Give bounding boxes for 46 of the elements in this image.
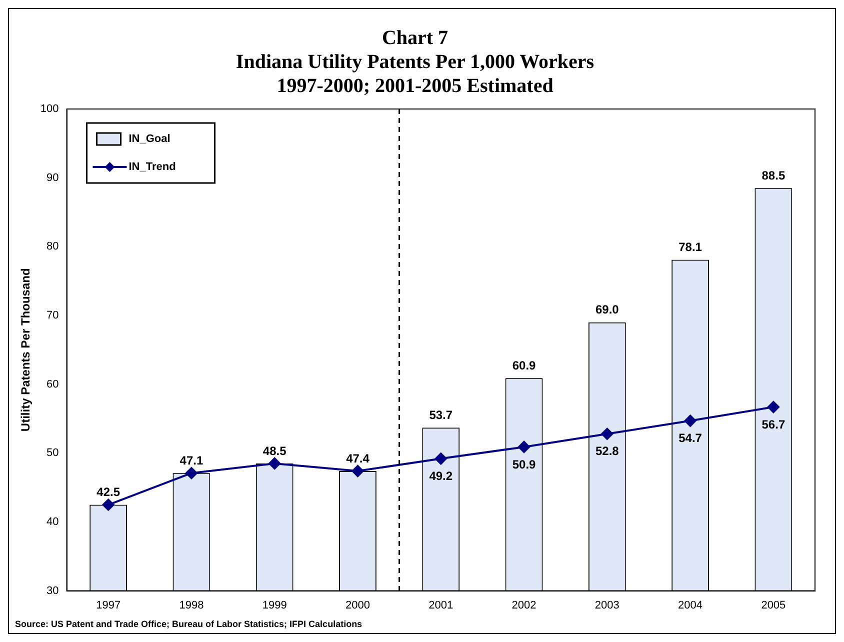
data-label: 42.5 [96, 485, 120, 500]
source-note: Source: US Patent and Trade Office; Bureau of Labor Statistics; IFPI Calculations [15, 618, 362, 629]
x-tick-label: 2002 [512, 599, 536, 612]
x-tick-label: 1999 [262, 599, 287, 612]
y-tick-label: 100 [40, 103, 59, 116]
y-tick-label: 50 [46, 447, 59, 460]
point [434, 452, 447, 465]
y-axis-title: Utility Patents Per Thousand [18, 268, 33, 432]
point [268, 457, 281, 470]
point [102, 498, 114, 511]
y-tick-label: 30 [46, 584, 59, 597]
point [767, 401, 780, 414]
point [684, 414, 696, 427]
data-label: 56.7 [762, 417, 786, 432]
data-label: 88.5 [762, 168, 786, 182]
legend-label: IN_Goal [128, 133, 170, 146]
y-tick-label: 70 [46, 310, 59, 322]
point [518, 440, 530, 453]
data-label: 47.1 [180, 453, 204, 468]
chart-title: Chart 7 [382, 27, 448, 50]
data-label: 47.4 [346, 451, 370, 466]
point [352, 465, 364, 478]
data-label: 78.1 [678, 240, 702, 254]
x-tick-label: 2003 [594, 599, 620, 612]
x-tick-label: 1997 [96, 599, 121, 612]
y-tick-label: 60 [46, 378, 59, 390]
y-tick-label: 80 [46, 240, 59, 253]
point [601, 428, 614, 440]
data-label: 54.7 [678, 431, 702, 446]
data-label: 48.5 [262, 444, 287, 458]
y-tick-label: 40 [46, 516, 59, 528]
y-tick-label: 90 [46, 172, 59, 184]
x-tick-label: 2005 [761, 599, 786, 612]
chart-subtitle: Indiana Utility Patents Per 1,000 Workers 1997-2000; 2001-2005 Estimated [236, 51, 594, 98]
x-tick-label: 2004 [678, 599, 703, 612]
x-tick-label: 2001 [428, 599, 454, 612]
data-label: 60.9 [512, 358, 536, 372]
data-label: 53.7 [429, 408, 453, 422]
data-label: 52.8 [595, 444, 620, 458]
data-label: 50.9 [512, 457, 536, 472]
x-tick-label: 1998 [179, 599, 204, 612]
legend-label: IN_Trend [128, 161, 176, 174]
data-label: 49.2 [429, 468, 453, 483]
data-label: 69.0 [595, 302, 620, 317]
x-tick-label: 2000 [345, 599, 370, 612]
point [185, 467, 198, 480]
